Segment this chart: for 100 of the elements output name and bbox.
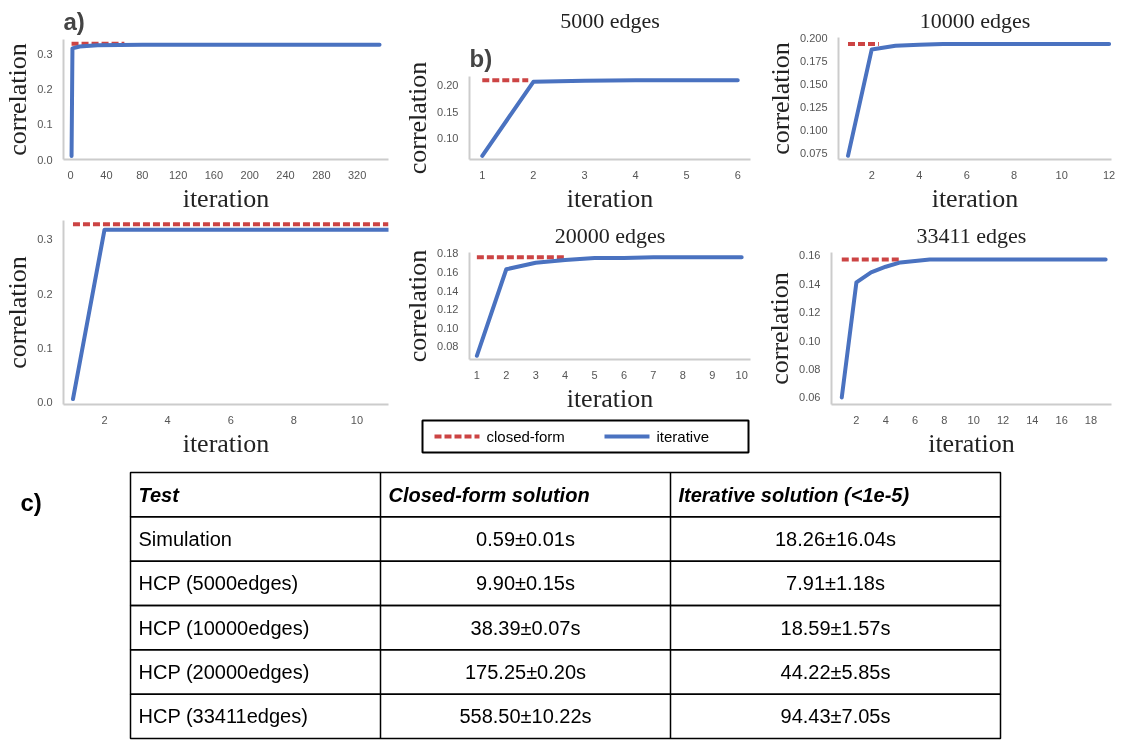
y-axis-title: correlation	[3, 43, 33, 156]
line-series	[480, 78, 740, 158]
y-tick-label: 0.200	[799, 32, 828, 45]
x-tick-label: 2	[503, 368, 510, 381]
y-tick-label: 0.2	[37, 287, 53, 300]
y-tick-label: 0.15	[437, 105, 459, 118]
y-tick-label: 0.1	[37, 118, 53, 131]
x-tick-label: 5	[683, 168, 690, 181]
x-tick-label: 8	[679, 368, 686, 381]
x-axis-title: iteration	[182, 428, 270, 458]
category-label: Iterative solution (<1e-5)	[678, 483, 910, 506]
text: 94.43±7.05s	[780, 705, 891, 728]
x-tick-label: 8	[941, 413, 948, 426]
x-tick-label: 8	[1011, 168, 1018, 181]
x-tick-label: 120	[168, 168, 188, 181]
y-axis-title: correlation	[403, 249, 433, 363]
x-tick-label: 10	[350, 413, 364, 426]
y-axis-title: correlation	[3, 256, 33, 369]
text: 9.90±0.15s	[476, 572, 575, 595]
chart-title: 5000 edges	[560, 7, 660, 33]
chart-title: 33411 edges	[916, 222, 1027, 248]
x-tick-label: 4	[164, 413, 171, 426]
category-label: HCP (20000edges)	[138, 661, 310, 683]
line-series	[839, 257, 1108, 400]
x-tick-label: 10	[1055, 168, 1068, 181]
x-tick-label: 320	[347, 168, 367, 181]
x-tick-label: 12	[1103, 168, 1116, 181]
y-tick-label: 0.100	[799, 124, 828, 137]
x-axis-title: iteration	[566, 383, 654, 413]
legend-label: iterative	[656, 428, 710, 445]
text: 558.50±10.22s	[459, 705, 592, 728]
x-tick-label: 4	[882, 413, 889, 426]
x-tick-label: 6	[963, 168, 970, 181]
y-tick-label: 0.06	[799, 391, 821, 404]
x-tick-label: 14	[1026, 413, 1039, 426]
x-axis-title: iteration	[566, 183, 654, 213]
y-tick-label: 0.125	[799, 101, 828, 114]
x-tick-label: 9	[709, 368, 716, 381]
chart-title: 10000 edges	[919, 7, 1031, 33]
x-tick-label: 2	[853, 413, 860, 426]
x-tick-label: 6	[734, 168, 741, 181]
y-tick-label: 0.16	[799, 249, 821, 262]
x-tick-label: 0	[67, 168, 74, 181]
text: 0.59±0.01s	[476, 528, 575, 550]
text: 18.59±1.57s	[780, 616, 891, 639]
y-tick-label: 0.175	[799, 55, 828, 68]
y-tick-label: 0.0	[37, 395, 53, 408]
x-tick-label: 1	[479, 168, 486, 181]
x-tick-label: 160	[204, 168, 224, 181]
x-axis-title: iteration	[931, 183, 1019, 213]
y-tick-label: 0.08	[799, 362, 821, 375]
x-tick-label: 6	[620, 368, 628, 381]
text: 175.25±0.20s	[464, 661, 587, 683]
x-tick-label: 80	[136, 168, 149, 181]
text: b)	[469, 44, 493, 72]
x-tick-label: 12	[996, 413, 1010, 426]
category-label: HCP (5000edges)	[138, 572, 299, 595]
x-tick-label: 6	[912, 413, 919, 426]
y-tick-label: 0.3	[37, 47, 53, 60]
x-tick-label: 18	[1084, 413, 1098, 426]
x-tick-label: 6	[227, 413, 234, 426]
x-tick-label: 2	[530, 168, 537, 181]
y-tick-label: 0.14	[437, 284, 459, 297]
x-tick-label: 7	[650, 368, 657, 381]
y-tick-label: 0.10	[437, 321, 459, 334]
x-tick-label: 10	[735, 368, 748, 381]
y-tick-label: 0.1	[37, 341, 53, 354]
line-series	[69, 42, 382, 158]
category-label: Test	[138, 483, 181, 506]
x-tick-label: 4	[562, 368, 569, 381]
text: 18.26±16.04s	[774, 528, 897, 550]
y-tick-label: 0.16	[437, 266, 459, 279]
x-tick-label: 10	[967, 413, 980, 426]
category-label: Simulation	[138, 528, 232, 550]
y-tick-label: 0.3	[37, 233, 53, 246]
y-tick-label: 0.14	[799, 277, 821, 290]
category-label: HCP (33411edges)	[138, 705, 308, 728]
y-tick-label: 0.2	[37, 82, 53, 95]
y-tick-label: 0.12	[437, 303, 459, 316]
y-tick-label: 0.150	[799, 78, 828, 91]
x-tick-label: 3	[532, 368, 539, 381]
x-tick-label: 5	[591, 368, 598, 381]
line-series	[474, 255, 744, 358]
y-tick-label: 0.18	[437, 247, 459, 260]
y-tick-label: 0.12	[799, 306, 821, 319]
x-tick-label: 4	[632, 168, 639, 181]
line-series	[846, 41, 1112, 158]
x-tick-label: 1	[473, 368, 480, 381]
y-tick-label: 0.20	[437, 79, 459, 92]
y-tick-label: 0.10	[437, 132, 459, 145]
x-axis-title: iteration	[182, 183, 270, 213]
x-tick-label: 8	[290, 413, 297, 426]
x-tick-label: 4	[916, 168, 923, 181]
text: 44.22±5.85s	[780, 661, 891, 683]
y-axis-title: correlation	[765, 272, 795, 385]
x-tick-label: 3	[581, 168, 588, 181]
x-tick-label: 240	[276, 168, 295, 181]
category-label: Closed-form solution	[388, 483, 590, 506]
text: c)	[20, 489, 42, 516]
text: 38.39±0.07s	[470, 616, 581, 639]
